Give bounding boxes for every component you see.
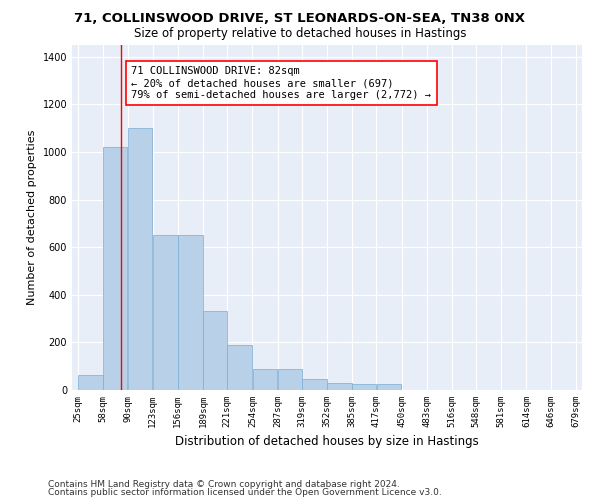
- X-axis label: Distribution of detached houses by size in Hastings: Distribution of detached houses by size …: [175, 436, 479, 448]
- Bar: [327, 383, 352, 390]
- Bar: [78, 374, 103, 390]
- Bar: [253, 368, 277, 390]
- Text: 71 COLLINSWOOD DRIVE: 82sqm
← 20% of detached houses are smaller (697)
79% of se: 71 COLLINSWOOD DRIVE: 82sqm ← 20% of det…: [131, 66, 431, 100]
- Bar: [153, 236, 178, 390]
- Bar: [103, 148, 127, 390]
- Bar: [128, 128, 152, 390]
- Text: 71, COLLINSWOOD DRIVE, ST LEONARDS-ON-SEA, TN38 0NX: 71, COLLINSWOOD DRIVE, ST LEONARDS-ON-SE…: [74, 12, 526, 26]
- Bar: [227, 345, 252, 390]
- Bar: [352, 384, 376, 390]
- Bar: [302, 380, 327, 390]
- Bar: [278, 368, 302, 390]
- Text: Contains public sector information licensed under the Open Government Licence v3: Contains public sector information licen…: [48, 488, 442, 497]
- Y-axis label: Number of detached properties: Number of detached properties: [27, 130, 37, 305]
- Bar: [178, 236, 203, 390]
- Text: Contains HM Land Registry data © Crown copyright and database right 2024.: Contains HM Land Registry data © Crown c…: [48, 480, 400, 489]
- Text: Size of property relative to detached houses in Hastings: Size of property relative to detached ho…: [134, 28, 466, 40]
- Bar: [203, 312, 227, 390]
- Bar: [377, 384, 401, 390]
